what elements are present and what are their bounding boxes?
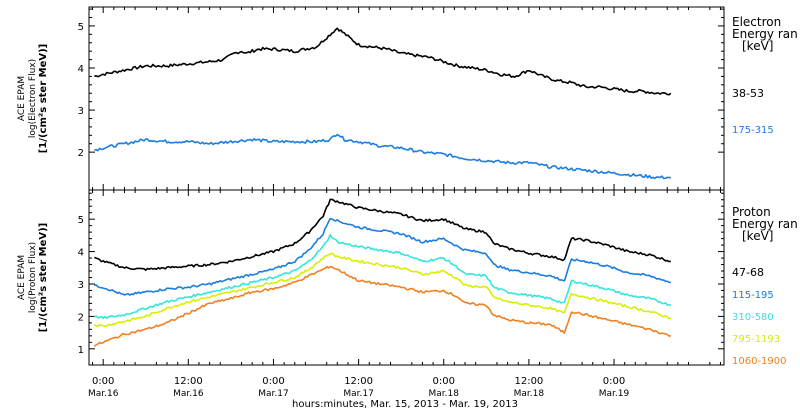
x-axis-label: hours:minutes, Mar. 15, 2013 - Mar. 19, …: [292, 399, 518, 410]
y-tick-label: 4: [78, 64, 84, 75]
y-axis-label-line: ACE EPAM: [17, 255, 27, 300]
x-tick-time: 0:00: [433, 376, 455, 387]
legend-title-line: Electron: [732, 15, 781, 29]
y-tick-label: 1: [78, 345, 84, 356]
legend-entry: 47-68: [732, 266, 764, 279]
series-line-38-53: [94, 27, 672, 96]
legend-title-line: [keV]: [742, 39, 773, 53]
x-tick-time: 0:00: [92, 376, 114, 387]
y-axis-label-line: [1/(cm²s ster MeV)]: [38, 223, 49, 332]
x-tick-time: 0:00: [603, 376, 625, 387]
legend-title-line: Energy ran: [732, 27, 798, 41]
legend-entry: 38-53: [732, 87, 764, 100]
series-line-795-1193: [93, 252, 672, 328]
y-axis-label-line: [1/(cm²s ster MeV)]: [38, 44, 49, 153]
y-tick-label: 3: [78, 280, 84, 291]
x-tick-date: Mar.16: [173, 389, 204, 399]
legend-entry: 175-315: [732, 125, 774, 136]
series-line-115-195: [94, 217, 671, 296]
x-tick-date: Mar.17: [258, 389, 288, 399]
x-tick-date: Mar.18: [429, 389, 460, 399]
x-tick-time: 12:00: [344, 376, 373, 387]
legend-title-line: Proton: [732, 205, 771, 219]
series-line-1060-1900: [93, 265, 671, 348]
y-tick-label: 5: [78, 22, 84, 33]
y-axis-label-line: log(Proton Flux): [28, 242, 38, 313]
y-tick-label: 2: [78, 148, 84, 159]
y-axis-label-line: log(Electron Flux): [28, 59, 38, 138]
legend-title-line: Energy ran: [732, 217, 798, 231]
x-tick-date: Mar.19: [599, 389, 630, 399]
legend-entry: 115-195: [732, 290, 774, 301]
x-tick-time: 12:00: [174, 376, 203, 387]
y-tick-label: 3: [78, 106, 84, 117]
series-line-175-315: [94, 133, 671, 180]
x-tick-date: Mar.17: [343, 389, 373, 399]
series-line-47-68: [94, 198, 671, 272]
series-line-310-580: [93, 233, 671, 320]
legend-entry: 1060-1900: [732, 356, 787, 367]
y-axis-label-line: ACE EPAM: [17, 76, 27, 121]
electron-panel: 2 3 4 5 ACE EPAM log(Electron Flux) [1/(cm²s s…: [17, 8, 798, 180]
x-tick-date: Mar.18: [514, 389, 545, 399]
x-axis: 0:00 Mar.16 12:00 Mar.16 0:00 Mar.17 12:00 Mar.…: [88, 7, 721, 399]
y-tick-label: 2: [78, 312, 84, 323]
x-tick-date: Mar.16: [88, 389, 119, 399]
legend-entry: 795-1193: [732, 334, 780, 345]
y-tick-label: 5: [78, 215, 84, 226]
y-tick-label: 4: [78, 248, 84, 259]
legend-title-line: [keV]: [742, 229, 773, 243]
proton-panel: 1 2 3 4 5 ACE EPAM log(Proton Flux) [1/(cm²s st…: [17, 192, 798, 367]
legend-entry: 310-580: [732, 312, 774, 323]
x-tick-time: 0:00: [262, 376, 284, 387]
electron-panel-frame: [88, 6, 725, 191]
x-tick-time: 12:00: [514, 376, 543, 387]
